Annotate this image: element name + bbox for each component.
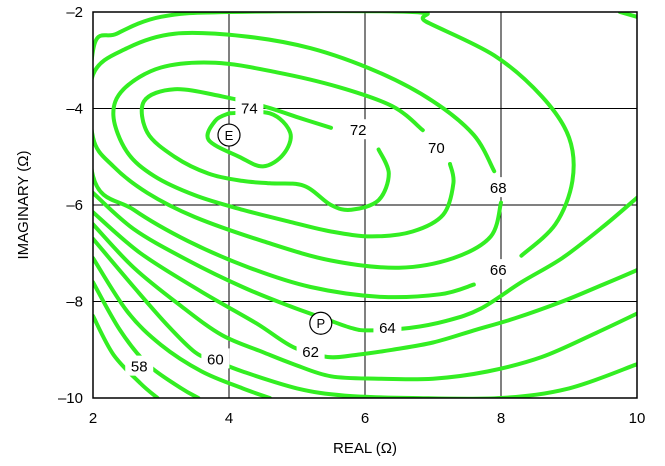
contour-line-74 (205, 109, 293, 169)
y-tick-label: –8 (66, 294, 83, 311)
contour-label-bg (373, 317, 402, 338)
x-tick-label: 4 (225, 410, 233, 427)
contour-line-60 (93, 222, 637, 382)
contour-line-68 (93, 30, 503, 270)
contour-line-64 (93, 190, 637, 333)
x-axis-title: REAL (Ω) (333, 440, 397, 457)
contour-line-0 (618, 12, 637, 19)
contour-label-68: 68 (490, 180, 507, 197)
y-tick-label: –2 (66, 4, 83, 21)
y-tick-label: –4 (66, 101, 83, 118)
contour-lines (93, 12, 637, 398)
x-tick-label: 10 (629, 410, 646, 427)
contour-label-bg (201, 348, 230, 369)
x-tick-label: 6 (361, 410, 369, 427)
contour-line-72 (139, 87, 391, 212)
point-marker-e (217, 123, 241, 147)
contour-line-56 (93, 256, 272, 398)
point-label-p: P (316, 316, 325, 331)
axis-ticks: 2 4 6 8 10–10–8–6–4–2 (58, 4, 645, 427)
contour-label-bg (235, 97, 264, 118)
contour-label-bg (422, 137, 451, 158)
contour-label-62: 62 (302, 344, 319, 361)
contour-label-bg (344, 119, 373, 140)
contour-line-66 (93, 12, 576, 300)
plot-frame (92, 11, 638, 399)
x-tick-label: 8 (497, 410, 505, 427)
contour-label-64: 64 (379, 320, 396, 337)
contour-line-58 (93, 236, 637, 398)
point-markers: EP (217, 123, 333, 335)
x-tick-label: 2 (89, 410, 97, 427)
contour-label-66: 66 (490, 262, 507, 279)
contour-labels: 74 72 70 68 66 64 62 60 58 (125, 97, 513, 376)
y-tick-label: –6 (66, 197, 83, 214)
contour-label-70: 70 (428, 140, 445, 157)
contour-label-bg (484, 259, 513, 280)
contour-label-58: 58 (131, 359, 148, 376)
contour-label-bg (125, 355, 154, 376)
contour-line-62 (93, 210, 637, 360)
grid-lines (93, 12, 637, 398)
contour-line-70 (111, 60, 456, 239)
contour-label-74: 74 (241, 101, 258, 118)
y-axis-title: IMAGINARY (Ω) (15, 150, 32, 259)
point-marker-p (309, 311, 333, 335)
point-label-e: E (225, 128, 234, 143)
contour-label-60: 60 (207, 351, 224, 368)
contour-label-bg (296, 341, 325, 362)
contour-label-bg (484, 177, 513, 198)
y-tick-label: –10 (58, 390, 83, 407)
contour-label-72: 72 (350, 122, 367, 139)
